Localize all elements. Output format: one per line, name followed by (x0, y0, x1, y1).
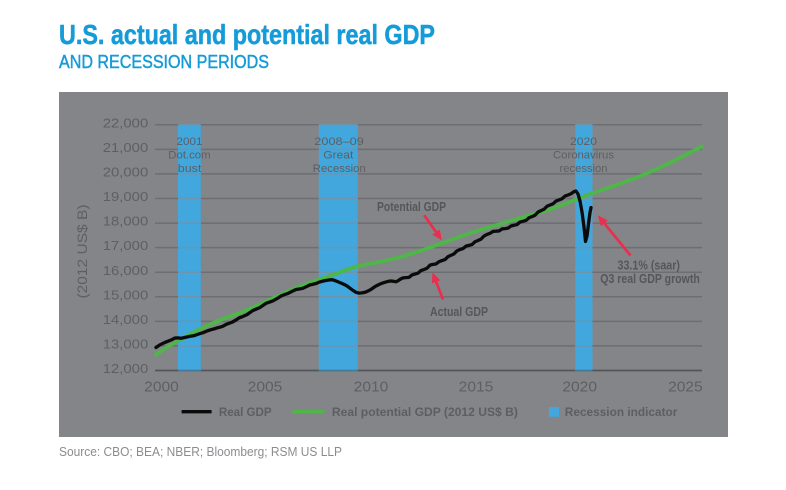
svg-text:Q3 real GDP growth: Q3 real GDP growth (600, 272, 700, 286)
svg-text:2010: 2010 (354, 378, 389, 395)
svg-text:15,000: 15,000 (103, 287, 148, 302)
svg-text:Coronavirus: Coronavirus (553, 150, 615, 162)
svg-text:(2012 US$ B): (2012 US$ B) (74, 205, 90, 299)
svg-text:2005: 2005 (248, 378, 283, 395)
svg-text:2000: 2000 (144, 378, 179, 395)
svg-text:2008–09: 2008–09 (314, 136, 364, 148)
svg-text:Actual GDP: Actual GDP (430, 304, 488, 319)
svg-text:Recession: Recession (313, 163, 366, 175)
svg-text:2001: 2001 (177, 136, 203, 148)
svg-text:17,000: 17,000 (103, 238, 148, 253)
svg-text:18,000: 18,000 (103, 214, 148, 229)
svg-text:33.1% (saar): 33.1% (saar) (618, 259, 681, 273)
svg-text:2015: 2015 (459, 378, 494, 395)
svg-text:Real potential GDP (2012 US$ B: Real potential GDP (2012 US$ B) (332, 405, 518, 419)
svg-text:12,000: 12,000 (103, 361, 148, 376)
svg-text:bust: bust (178, 163, 202, 175)
svg-text:21,000: 21,000 (103, 140, 148, 155)
svg-text:20,000: 20,000 (103, 165, 148, 180)
svg-text:Great: Great (323, 150, 353, 162)
svg-text:Real GDP: Real GDP (219, 405, 272, 419)
svg-text:recession: recession (560, 163, 608, 175)
svg-text:Dot.com: Dot.com (168, 150, 210, 162)
svg-text:U.S. actual and potential real: U.S. actual and potential real GDP (59, 19, 435, 50)
svg-text:Recession indicator: Recession indicator (565, 405, 678, 419)
svg-text:Potential GDP: Potential GDP (377, 199, 446, 214)
svg-text:AND RECESSION PERIODS: AND RECESSION PERIODS (59, 52, 269, 72)
svg-text:16,000: 16,000 (103, 263, 148, 278)
svg-text:2025: 2025 (668, 378, 703, 395)
svg-text:22,000: 22,000 (103, 115, 148, 130)
svg-text:14,000: 14,000 (103, 312, 148, 327)
svg-text:19,000: 19,000 (103, 189, 148, 204)
svg-text:Source: CBO; BEA; NBER; Bloomb: Source: CBO; BEA; NBER; Bloomberg; RSM U… (59, 444, 342, 459)
svg-text:13,000: 13,000 (103, 337, 148, 352)
svg-text:2020: 2020 (570, 136, 597, 148)
svg-text:2020: 2020 (562, 378, 597, 395)
